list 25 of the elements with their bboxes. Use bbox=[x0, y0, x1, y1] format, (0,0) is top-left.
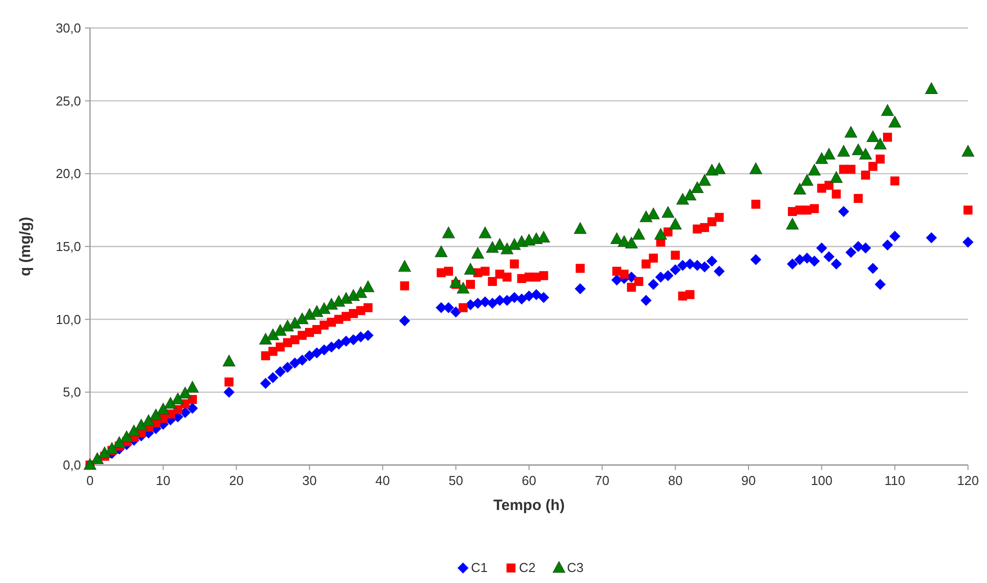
x-tick-label: 20 bbox=[229, 473, 244, 488]
x-tick-label: 10 bbox=[156, 473, 170, 488]
y-tick-label: 0,0 bbox=[62, 458, 81, 473]
x-tick-label: 90 bbox=[741, 473, 756, 488]
legend-label: C3 bbox=[567, 560, 584, 575]
x-tick-label: 100 bbox=[810, 473, 833, 488]
y-tick-label: 15,0 bbox=[56, 239, 81, 254]
y-tick-label: 5,0 bbox=[62, 384, 81, 400]
y-axis-title: q (mg/g) bbox=[17, 216, 34, 276]
x-tick-label: 60 bbox=[522, 473, 536, 488]
x-tick-label: 30 bbox=[302, 473, 317, 488]
y-tick-label: 30,0 bbox=[56, 20, 81, 36]
x-tick-label: 50 bbox=[448, 473, 464, 488]
x-tick-label: 40 bbox=[375, 473, 390, 488]
x-axis-title: Tempo (h) bbox=[493, 497, 565, 514]
y-tick-label: 10,0 bbox=[56, 312, 81, 327]
x-tick-label: 70 bbox=[594, 473, 610, 488]
legend-label: C2 bbox=[519, 560, 536, 575]
legend-label: C1 bbox=[471, 560, 488, 575]
x-tick-label: 0 bbox=[86, 473, 94, 488]
x-tick-label: 80 bbox=[668, 473, 683, 488]
y-tick-label: 25,0 bbox=[56, 93, 81, 108]
x-tick-label: 110 bbox=[884, 473, 906, 488]
x-tick-label: 120 bbox=[957, 473, 979, 488]
y-tick-label: 20,0 bbox=[56, 166, 81, 182]
